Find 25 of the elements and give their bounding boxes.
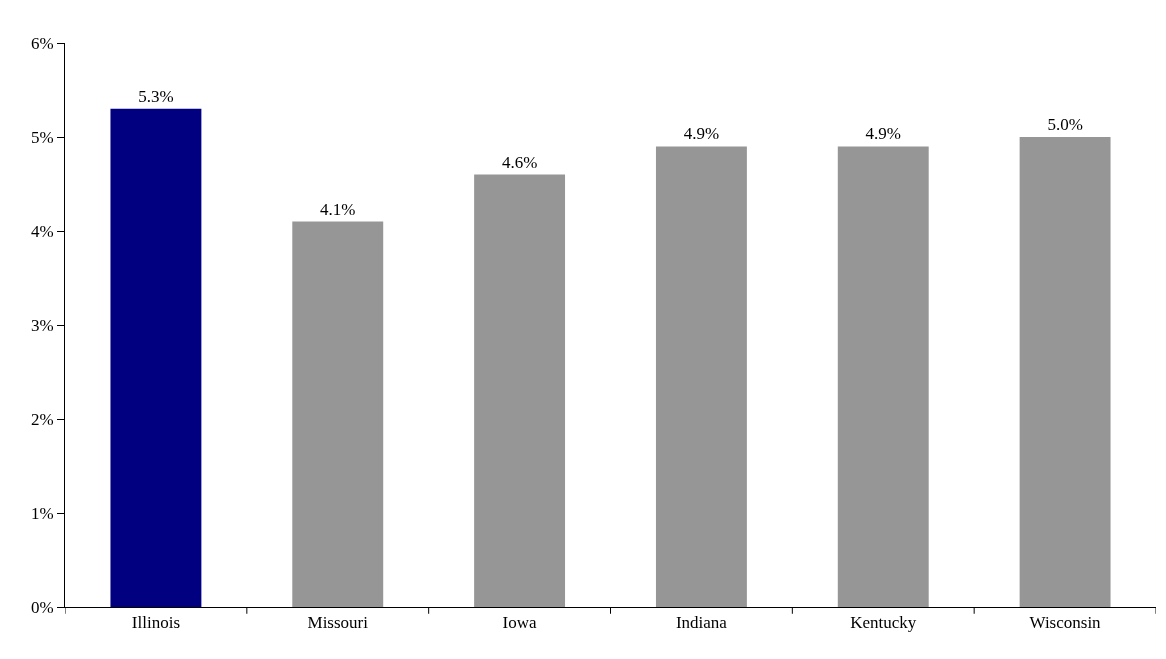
bar: [837, 146, 929, 607]
bar: [292, 221, 384, 607]
x-tick-label: Illinois: [131, 613, 181, 633]
data-label: 4.6%: [501, 152, 538, 172]
bar: [110, 108, 202, 607]
bar: [655, 146, 747, 607]
x-tick-label: Missouri: [307, 613, 369, 633]
y-tick-label: 6%: [30, 33, 54, 53]
y-tick-label: 1%: [30, 503, 54, 523]
data-label: 5.0%: [1047, 115, 1083, 134]
data-label: 4.9%: [865, 124, 901, 144]
y-tick-label: 0%: [30, 597, 54, 617]
y-tick-label: 4%: [30, 221, 54, 241]
x-tick-label: Kentucky: [850, 613, 917, 633]
x-tick-label: Indiana: [675, 613, 728, 633]
bar: [1019, 137, 1111, 607]
data-label: 4.9%: [683, 124, 720, 144]
x-tick-label: Wisconsin: [1029, 613, 1102, 633]
y-tick-label: 5%: [30, 127, 54, 147]
y-tick-label: 2%: [30, 409, 54, 429]
data-label: 4.1%: [320, 199, 356, 219]
x-tick-label: Iowa: [502, 613, 538, 633]
bar: [474, 174, 566, 607]
y-tick-label: 3%: [30, 315, 54, 335]
data-label: 5.3%: [138, 86, 174, 106]
